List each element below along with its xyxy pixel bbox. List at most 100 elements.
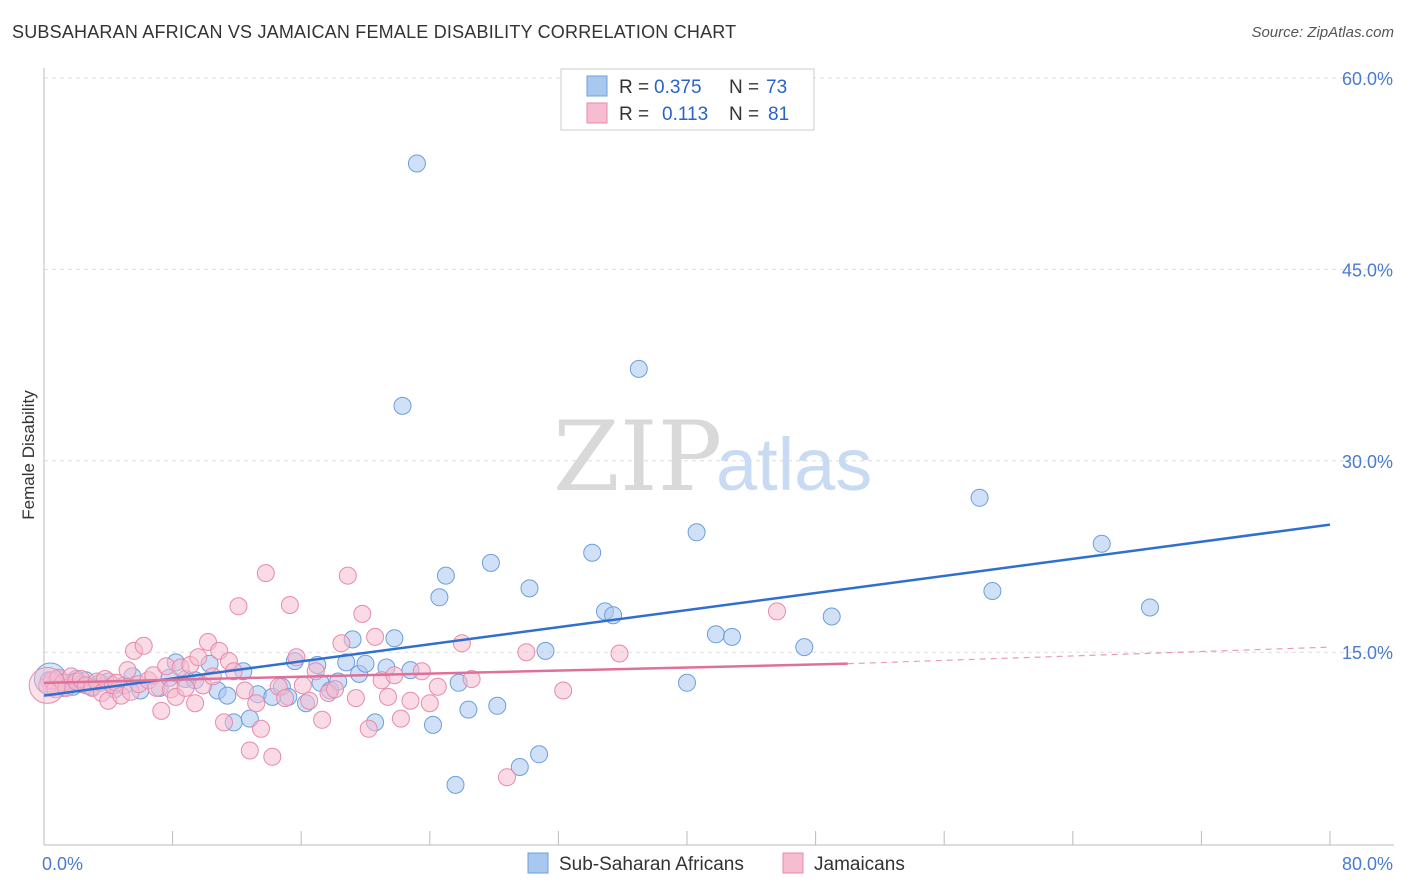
sub-saharan-point-58: [530, 745, 549, 764]
jamaican-point-72: [428, 677, 447, 696]
jamaican-point-26: [152, 701, 171, 720]
sub-saharan-point-55: [488, 696, 507, 715]
sub-saharan-trend-line: [43, 523, 1331, 697]
legend-r-label-pink: R =: [619, 104, 649, 125]
jamaican-point-45: [247, 694, 266, 713]
jamaican-point-37: [203, 667, 222, 686]
legend-swatch-blue: [586, 75, 608, 97]
sub-saharan-point-72: [1092, 534, 1111, 553]
bottom-legend-label-pink: Jamaicans: [814, 854, 905, 875]
jamaican-point-78: [610, 644, 629, 663]
jamaican-cluster-point: [28, 666, 66, 704]
sub-saharan-point-64: [678, 673, 696, 692]
jamaican-point-70: [412, 662, 431, 681]
sub-saharan-point-50: [436, 566, 455, 585]
jamaican-point-43: [235, 681, 254, 700]
sub-saharan-point-73: [1141, 598, 1159, 617]
jamaican-point-76: [517, 643, 536, 662]
jamaican-point-33: [186, 694, 205, 713]
legend-n-label-pink: N =: [729, 104, 759, 125]
legend-r-value-pink: 0.113: [662, 104, 708, 125]
jamaican-point-59: [332, 634, 351, 653]
sub-saharan-point-63: [629, 359, 648, 378]
y-tick-label-0: 15.0%: [1342, 643, 1393, 663]
sub-saharan-point-47: [407, 154, 426, 173]
sub-saharan-point-68: [795, 638, 814, 657]
jamaican-point-18: [118, 661, 137, 680]
sub-saharan-point-59: [536, 641, 555, 660]
x-tick-labels: 0.0% 80.0%: [42, 854, 1393, 874]
sub-saharan-point-54: [481, 553, 500, 572]
sub-saharan-point-57: [520, 579, 539, 598]
y-tick-label-2: 45.0%: [1342, 260, 1393, 280]
legend-n-label-blue: N =: [729, 77, 759, 98]
sub-saharan-point-27: [240, 709, 259, 728]
chart-title: SUBSAHARAN AFRICAN VS JAMAICAN FEMALE DI…: [12, 22, 737, 42]
sub-saharan-point-60: [583, 543, 602, 562]
sub-saharan-point-70: [970, 488, 989, 507]
jamaican-trend-line: [43, 662, 848, 685]
x-tick-label-0: 0.0%: [42, 854, 83, 874]
sub-saharan-point-48: [424, 715, 442, 734]
legend: R = 0.375 N = 73 R = 0.113 N = 81: [560, 68, 815, 131]
source-label: Source: ZipAtlas.com: [1251, 24, 1394, 41]
sub-saharan-point-56: [510, 758, 529, 776]
legend-r-label-blue: R =: [619, 77, 649, 98]
jamaican-point-58: [326, 680, 344, 699]
x-tick-label-1: 80.0%: [1342, 854, 1393, 874]
jamaican-point-56: [313, 710, 332, 729]
jamaican-point-54: [300, 691, 319, 710]
sub-saharan-point-38: [337, 653, 356, 672]
bottom-legend: Sub-Saharan Africans Jamaicans: [527, 852, 905, 875]
sub-saharan-point-71: [983, 582, 1002, 600]
sub-saharan-point-69: [822, 607, 841, 626]
legend-n-value-blue: 73: [766, 77, 787, 98]
y-tick-labels: 15.0% 30.0% 45.0% 60.0%: [1342, 69, 1393, 663]
sub-saharan-point-65: [687, 523, 706, 542]
jamaican-point-77: [554, 681, 573, 700]
jamaican-point-42: [229, 597, 248, 616]
y-axis-title: Female Disability: [19, 390, 38, 520]
watermark: ZIP atlas: [553, 401, 872, 513]
sub-saharan-point-53: [459, 700, 478, 719]
y-tick-label-1: 30.0%: [1342, 452, 1393, 472]
watermark-atlas: atlas: [716, 423, 872, 506]
axes: [43, 68, 1394, 846]
bottom-legend-swatch-blue: [527, 852, 549, 874]
trend-lines: [43, 523, 1331, 697]
sub-saharan-point-41: [356, 654, 375, 673]
sub-saharan-point-67: [723, 627, 741, 646]
jamaican-point-31: [176, 678, 195, 697]
jamaican-point-61: [346, 689, 365, 708]
bottom-legend-swatch-pink: [782, 852, 804, 874]
y-tick-label-3: 60.0%: [1342, 69, 1393, 89]
jamaican-point-69: [401, 691, 420, 710]
legend-n-value-pink: 81: [768, 104, 789, 125]
sub-saharan-point-51: [446, 775, 465, 794]
sub-saharan-point-49: [430, 588, 449, 607]
jamaican-point-48: [263, 747, 282, 766]
jamaican-point-22: [134, 636, 153, 655]
jamaican-point-71: [420, 694, 439, 713]
legend-r-value-blue: 0.375: [654, 77, 702, 98]
jamaican-point-44: [240, 741, 259, 760]
jamaican-point-46: [252, 719, 270, 738]
sub-saharan-point-44: [385, 629, 404, 648]
watermark-zip: ZIP: [553, 401, 722, 513]
sub-saharan-point-45: [393, 396, 412, 415]
gridlines: [44, 77, 1394, 653]
jamaican-point-50: [276, 689, 295, 708]
jamaican-trend-extension: [847, 646, 1331, 665]
jamaican-point-64: [366, 627, 385, 646]
jamaican-point-53: [293, 676, 312, 695]
jamaican-point-79: [768, 602, 786, 621]
jamaican-point-74: [462, 670, 481, 688]
jamaican-point-63: [359, 719, 378, 738]
legend-swatch-pink: [586, 102, 608, 124]
jamaican-point-60: [338, 566, 357, 585]
jamaican-point-47: [256, 564, 275, 583]
jamaican-point-75: [498, 768, 516, 787]
jamaican-point-73: [452, 634, 471, 653]
jamaican-point-34: [189, 648, 208, 667]
